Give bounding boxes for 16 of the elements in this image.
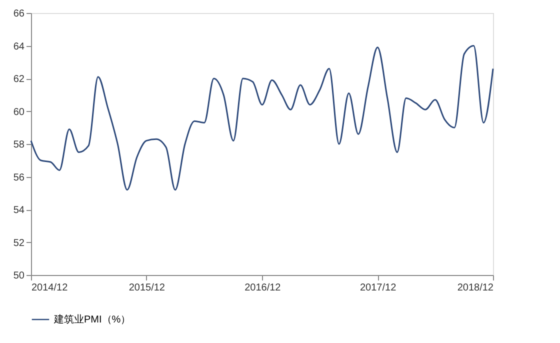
- x-tick-label: 2018/12: [457, 282, 494, 294]
- y-tick-label: 66: [13, 8, 25, 20]
- y-tick-label: 50: [13, 270, 25, 282]
- x-tick-label: 2016/12: [244, 282, 282, 294]
- y-tick-label: 56: [13, 172, 25, 184]
- x-tick-label: 2017/12: [360, 282, 397, 294]
- line-series: [30, 45, 494, 191]
- y-tick-label: 64: [13, 41, 25, 52]
- x-tick-label: 2014/12: [32, 282, 68, 294]
- y-tick-label: 58: [13, 140, 25, 150]
- y-tick-label: 62: [13, 74, 25, 85]
- legend-label: 建筑业PMI（%）: [53, 314, 131, 326]
- y-tick-label: 52: [13, 238, 25, 249]
- y-tick-label: 60: [13, 106, 25, 118]
- y-tick-label: 54: [13, 205, 25, 216]
- x-tick-label: 2015/12: [128, 282, 166, 294]
